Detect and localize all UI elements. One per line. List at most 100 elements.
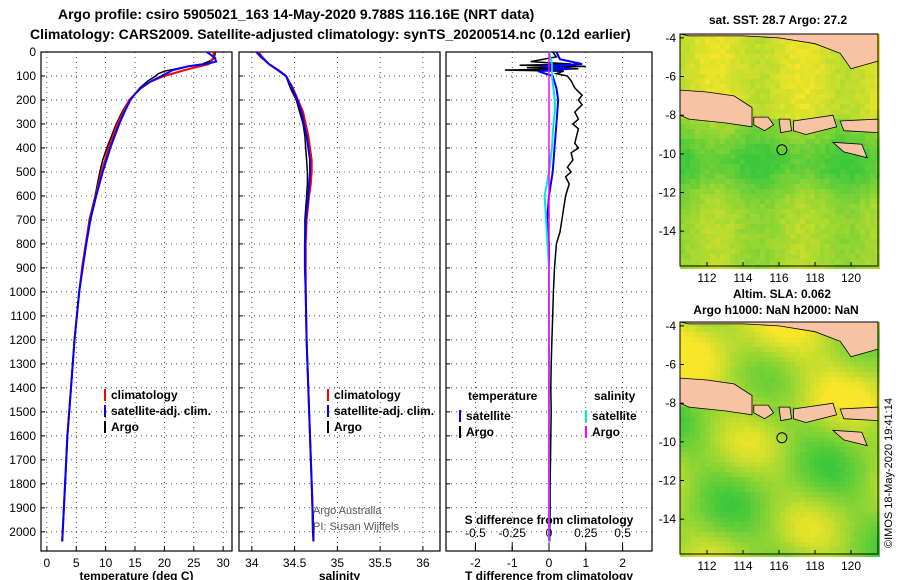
map_sst-xtick-label: 120 xyxy=(841,271,861,285)
difference-xlabel: T difference from climatology xyxy=(465,569,633,580)
temperature-frame xyxy=(40,51,233,552)
depth-tick-label: 300 xyxy=(16,117,36,131)
map_sla-land xyxy=(793,402,838,423)
depth-tick-label: 1300 xyxy=(9,357,36,371)
imos-credit: ©IMOS 18-May-2020 19:41:14 xyxy=(883,398,895,548)
depth-tick-label: 800 xyxy=(16,237,36,251)
difference-legend-label: Argo xyxy=(592,425,620,439)
salinity-xtick-label: 35 xyxy=(331,556,345,570)
map_sst-ytick-label: -8 xyxy=(665,108,676,122)
temperature-series-satellite-adj--clim- xyxy=(61,51,218,542)
salinity-legend-label: satellite-adj. clim. xyxy=(334,404,434,418)
temperature-xtick-label: 10 xyxy=(99,556,113,570)
map_sst-land xyxy=(778,118,793,134)
map_sst-argo-marker xyxy=(776,144,788,156)
map-sla-title: Altim. SLA: 0.062 xyxy=(733,287,831,301)
map_sla-ytick-label: -4 xyxy=(665,319,676,333)
map_sla-xtick-label: 118 xyxy=(805,559,824,573)
depth-tick-label: 200 xyxy=(16,93,36,107)
difference-legend-header-t: temperature xyxy=(468,389,538,403)
difference-xtick-label: -1 xyxy=(507,556,518,570)
depth-tick-label: 0 xyxy=(29,45,36,59)
depth-tick-label: 1700 xyxy=(9,453,36,467)
temperature-xtick-label: 25 xyxy=(187,556,201,570)
map_sst-land xyxy=(831,141,868,159)
depth-tick-label: 100 xyxy=(16,69,36,83)
depth-tick-label: 400 xyxy=(16,141,36,155)
temperature-xtick-label: 20 xyxy=(158,556,172,570)
map_sla-xtick-label: 116 xyxy=(769,559,788,573)
map_sla-xtick-label: 114 xyxy=(733,559,752,573)
map_sst-ytick-label: -14 xyxy=(659,224,677,238)
depth-tick-label: 500 xyxy=(16,165,36,179)
salinity-series-satellite-adj--clim- xyxy=(256,51,315,542)
difference-series-t-argo xyxy=(504,51,586,542)
map_sla-xtick-label: 120 xyxy=(841,559,861,573)
difference-xtick-label: 1 xyxy=(582,556,589,570)
salinity-xtick-label: 36 xyxy=(416,556,430,570)
temperature-xtick-label: 15 xyxy=(128,556,142,570)
map_sst-land xyxy=(839,118,879,134)
depth-tick-label: 1800 xyxy=(9,477,36,491)
salinity-xtick-label: 35.5 xyxy=(368,556,392,570)
temperature-xlabel: temperature (deg C) xyxy=(79,569,193,580)
map_sst-land xyxy=(679,89,753,128)
map-sst-title: sat. SST: 28.7 Argo: 27.2 xyxy=(709,13,848,27)
depth-tick-label: 1200 xyxy=(9,333,36,347)
map_sla-land xyxy=(679,377,753,416)
figure-title-line1: Argo profile: csiro 5905021_163 14-May-2… xyxy=(58,6,535,22)
map_sst-ytick-label: -12 xyxy=(659,186,677,200)
map_sst-xtick-label: 116 xyxy=(769,271,788,285)
temperature-legend-label: satellite-adj. clim. xyxy=(111,404,211,418)
map_sst-ytick-label: -6 xyxy=(665,70,676,84)
depth-tick-label: 1900 xyxy=(9,501,36,515)
depth-tick-label: 1100 xyxy=(10,309,36,323)
map_sst-xtick-label: 114 xyxy=(733,271,752,285)
map_sst-land xyxy=(793,114,838,135)
difference-legend-label: Argo xyxy=(466,425,494,439)
difference-s-tick-label: -0.25 xyxy=(499,526,527,540)
difference-s-tick-label: 0.5 xyxy=(614,526,631,540)
map_sla-ytick-label: -14 xyxy=(659,512,677,526)
difference-legend-label: satellite xyxy=(592,409,637,423)
map_sla-xtick-label: 112 xyxy=(697,559,716,573)
difference-s-tick-label: 0.25 xyxy=(574,526,598,540)
depth-tick-label: 600 xyxy=(16,189,36,203)
map_sla-ytick-label: -12 xyxy=(659,474,677,488)
map_sla-land xyxy=(839,406,879,422)
map_sla-ytick-label: -10 xyxy=(659,435,677,449)
salinity-frame xyxy=(238,51,441,552)
map_sst-xtick-label: 118 xyxy=(805,271,824,285)
map_sst-map xyxy=(679,33,880,269)
depth-tick-label: 900 xyxy=(16,261,36,275)
depth-tick-label: 1500 xyxy=(9,405,36,419)
difference-xtick-label: 0 xyxy=(546,556,553,570)
map_sla-ytick-label: -6 xyxy=(665,358,676,372)
map-sla-subtitle: Argo h1000: NaN h2000: NaN xyxy=(693,303,858,317)
depth-tick-label: 1000 xyxy=(9,285,36,299)
map_sla-land xyxy=(778,406,793,422)
map_sst-land xyxy=(753,116,775,132)
salinity-legend-label: Argo xyxy=(334,420,362,434)
difference-xtick-label: 2 xyxy=(619,556,626,570)
temperature-legend-label: climatology xyxy=(111,388,178,402)
difference-xtick-label: -2 xyxy=(470,556,481,570)
map_sla-land xyxy=(831,429,868,447)
depth-tick-label: 1400 xyxy=(9,381,36,395)
salinity-annotation-1: Argo Australia xyxy=(313,505,382,517)
difference-s-tick-label: -0.5 xyxy=(465,526,486,540)
map_sst-xtick-label: 112 xyxy=(697,271,716,285)
temperature-legend-label: Argo xyxy=(111,420,139,434)
salinity-legend-label: climatology xyxy=(334,388,401,402)
salinity-annotation-2: PI: Susan Wijffels xyxy=(313,521,399,533)
map_sla-land xyxy=(753,404,775,420)
map_sst-ytick-label: -4 xyxy=(665,31,676,45)
salinity-xlabel: salinity xyxy=(319,569,361,580)
difference-legend-header-s: salinity xyxy=(594,389,636,403)
temperature-xtick-label: 5 xyxy=(73,556,80,570)
figure-title-line2: Climatology: CARS2009. Satellite-adjuste… xyxy=(30,26,631,42)
depth-tick-label: 700 xyxy=(16,213,36,227)
temperature-xtick-label: 0 xyxy=(44,556,51,570)
salinity-xtick-label: 34.5 xyxy=(283,556,307,570)
